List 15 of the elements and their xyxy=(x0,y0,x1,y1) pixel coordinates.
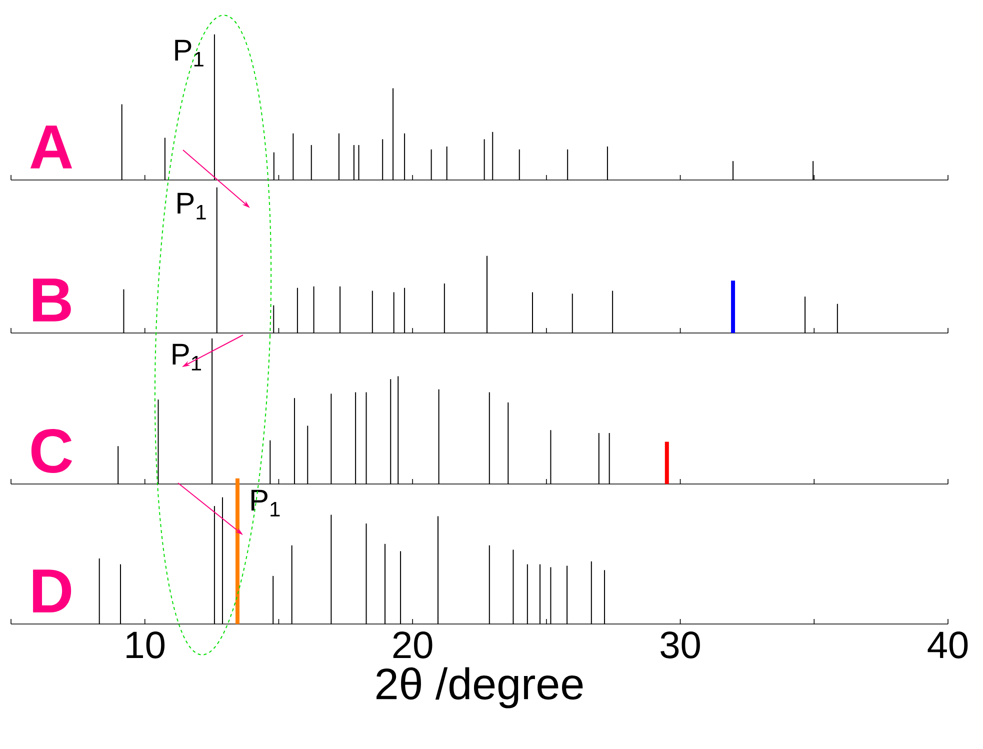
text: C xyxy=(31,429,72,473)
x-tick-label: 30 xyxy=(660,632,700,658)
bar xyxy=(731,280,736,333)
annotation: P$_{1}$ xyxy=(251,490,280,516)
x-tick-label: 40 xyxy=(928,632,968,658)
text: A xyxy=(30,126,72,168)
annotation: P$_{1}$ xyxy=(178,192,206,220)
x-tick-label: 10 xyxy=(126,632,165,658)
annotation: P$_{1}$ xyxy=(175,40,204,66)
text: D xyxy=(33,570,72,612)
text: B xyxy=(33,278,71,322)
x-tick-label: 20 xyxy=(393,632,432,658)
bar xyxy=(664,442,669,484)
x-axis-title: 2θ /degree xyxy=(376,667,583,708)
annotation: P$_{1}$ xyxy=(172,344,201,370)
